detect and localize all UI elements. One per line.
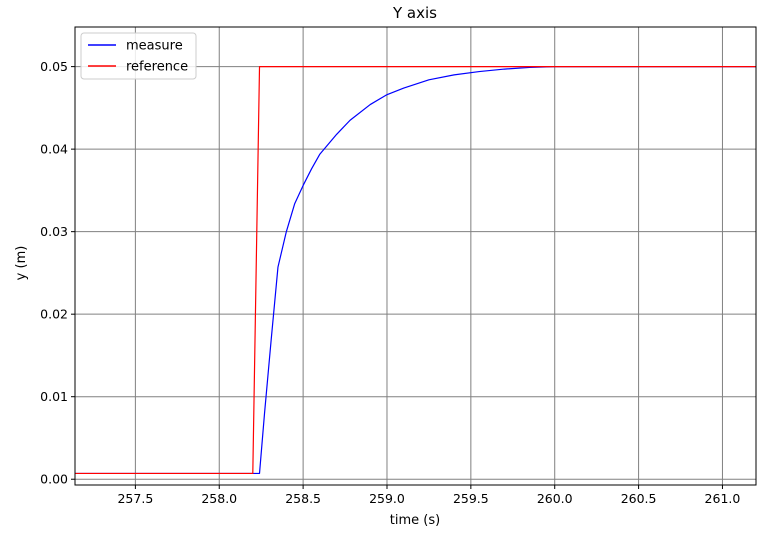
y-tick-label: 0.04 — [40, 142, 68, 157]
plot-lines — [75, 66, 756, 475]
legend: measure reference — [80, 32, 197, 80]
series-line-measure — [75, 66, 756, 475]
x-tick-label: 258.5 — [285, 491, 321, 506]
x-tick-label: 261.0 — [705, 491, 741, 506]
x-tick-label: 259.0 — [369, 491, 405, 506]
x-axis-label: time (s) — [390, 513, 440, 528]
plot-frame — [74, 26, 757, 486]
x-tick-label: 259.5 — [453, 491, 489, 506]
x-tick-label: 260.5 — [621, 491, 657, 506]
x-tick-label: 260.0 — [537, 491, 573, 506]
series-line-reference — [75, 66, 756, 475]
y-ticks: 0.00 0.01 0.02 0.03 0.04 0.05 — [40, 59, 75, 487]
y-tick-label: 0.02 — [40, 307, 68, 322]
legend-label-measure: measure — [126, 39, 183, 54]
legend-label-reference: reference — [126, 60, 188, 75]
y-tick-label: 0.00 — [40, 472, 68, 487]
y-tick-label: 0.01 — [40, 389, 68, 404]
x-ticks: 257.5 258.0 258.5 259.0 259.5 260.0 260.5 261.0 — [117, 485, 740, 506]
y-axis-label: y (m) — [14, 246, 29, 281]
y-tick-label: 0.03 — [40, 224, 68, 239]
chart-title: Y axis — [392, 4, 437, 22]
x-tick-label: 257.5 — [117, 491, 153, 506]
y-tick-label: 0.05 — [40, 59, 68, 74]
x-tick-label: 258.0 — [201, 491, 237, 506]
